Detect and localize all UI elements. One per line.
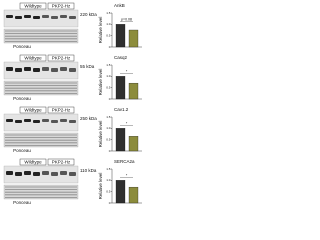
band — [24, 67, 31, 71]
bar — [128, 186, 139, 204]
band — [60, 67, 67, 71]
bar — [128, 29, 139, 48]
y-tick-label: 1.5 — [106, 167, 111, 171]
band — [15, 16, 22, 19]
column-label: PKP2-Hz — [52, 55, 71, 60]
bar — [115, 76, 126, 100]
y-tick-label: 1.5 — [106, 115, 111, 119]
y-axis-label: Relative level — [98, 17, 103, 44]
band — [24, 15, 31, 18]
band — [33, 68, 40, 72]
y-tick-label: 0 — [109, 45, 111, 49]
band — [69, 16, 76, 19]
annotation: p=0.08 — [121, 17, 132, 21]
band — [60, 171, 67, 175]
column-box — [19, 2, 47, 10]
chart-title: AnkB — [114, 3, 125, 8]
column-box — [19, 158, 47, 166]
band — [51, 68, 58, 72]
y-tick-label: 0.5 — [106, 189, 111, 193]
column-label: Wildtype — [24, 159, 42, 164]
loading-label: Ponceau — [13, 96, 31, 101]
annotation: * — [126, 69, 128, 73]
bar — [115, 180, 126, 204]
band — [42, 119, 49, 122]
y-tick-label: 1.0 — [106, 74, 111, 78]
band — [24, 171, 31, 175]
figure: Wildtype PKP2-Hz 220 kDa Ponceau Wildtype PKP… — [3, 2, 142, 205]
marker-label: 250 kDa — [80, 116, 97, 121]
y-tick-label: 0.5 — [106, 33, 111, 37]
chart-title: Cav1.2 — [114, 107, 129, 112]
band — [15, 172, 22, 176]
blot — [3, 9, 79, 28]
band — [51, 172, 58, 176]
column-label: Wildtype — [24, 107, 42, 112]
chart-title: Casq2 — [114, 55, 128, 60]
y-tick-label: 1.5 — [106, 11, 111, 15]
column-label: PKP2-Hz — [52, 107, 71, 112]
band — [69, 68, 76, 72]
band — [42, 15, 49, 18]
band — [6, 67, 13, 71]
loading-label: Ponceau — [13, 200, 31, 205]
marker-label: 55 kDa — [80, 64, 95, 69]
band — [42, 171, 49, 175]
column-box — [47, 106, 75, 114]
loading-label: Ponceau — [13, 44, 31, 49]
blot — [3, 113, 79, 132]
annotation: * — [126, 173, 128, 177]
band — [33, 120, 40, 123]
chart-title: SERCA2a — [114, 159, 135, 164]
band — [51, 16, 58, 19]
column-box — [47, 54, 75, 62]
y-tick-label: 0 — [109, 201, 111, 205]
band — [60, 15, 67, 18]
marker-label: 220 kDa — [80, 12, 97, 17]
y-tick-label: 0 — [109, 149, 111, 153]
column-label: PKP2-Hz — [52, 159, 71, 164]
band — [69, 120, 76, 123]
column-box — [19, 106, 47, 114]
column-label: Wildtype — [24, 55, 42, 60]
column-box — [47, 158, 75, 166]
loading-label: Ponceau — [13, 148, 31, 153]
bar — [128, 136, 139, 152]
band — [33, 172, 40, 176]
column-label: Wildtype — [24, 3, 42, 8]
band — [6, 119, 13, 122]
band — [42, 67, 49, 71]
band — [69, 172, 76, 176]
y-tick-label: 1.0 — [106, 22, 111, 26]
y-tick-label: 1.0 — [106, 126, 111, 130]
bar — [115, 24, 126, 48]
bar — [115, 128, 126, 152]
blot — [3, 165, 79, 184]
page: Wildtype PKP2-Hz 220 kDa Ponceau Wildtype PKP… — [3, 2, 142, 206]
bar — [128, 82, 139, 100]
y-tick-label: 0.5 — [106, 85, 111, 89]
y-axis-label: Relative level — [98, 173, 103, 200]
band — [51, 120, 58, 123]
band — [15, 68, 22, 72]
band — [6, 15, 13, 18]
band — [24, 119, 31, 122]
column-box — [47, 2, 75, 10]
y-tick-label: 0 — [109, 97, 111, 101]
y-tick-label: 0.5 — [106, 137, 111, 141]
column-box — [19, 54, 47, 62]
band — [6, 171, 13, 175]
marker-label: 110 kDa — [80, 168, 97, 173]
y-tick-label: 1.0 — [106, 178, 111, 182]
band — [15, 120, 22, 123]
y-axis-label: Relative level — [98, 69, 103, 96]
y-axis-label: Relative level — [98, 121, 103, 148]
column-label: PKP2-Hz — [52, 3, 71, 8]
band — [33, 16, 40, 19]
band — [60, 119, 67, 122]
y-tick-label: 1.5 — [106, 63, 111, 67]
blot — [3, 61, 79, 80]
annotation: * — [126, 121, 128, 125]
